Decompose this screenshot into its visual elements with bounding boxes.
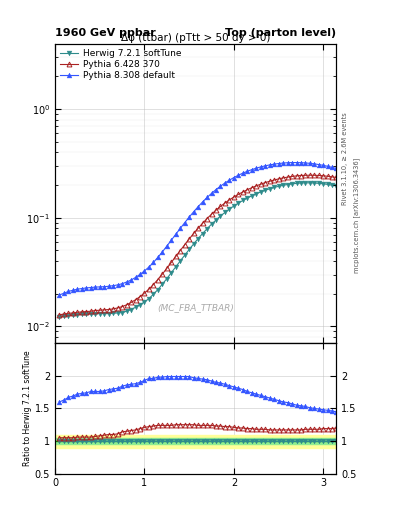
Pythia 8.308 default xyxy=(294,160,299,166)
Line: Pythia 8.308 default: Pythia 8.308 default xyxy=(57,160,338,297)
Herwig 7.2.1 softTune xyxy=(196,236,200,242)
Pythia 8.308 default xyxy=(196,204,200,210)
Pythia 8.308 default xyxy=(250,166,254,173)
Bar xyxy=(55,435,336,447)
Herwig 7.2.1 softTune xyxy=(142,299,147,305)
Text: Rivet 3.1.10, ≥ 2.6M events: Rivet 3.1.10, ≥ 2.6M events xyxy=(342,112,348,205)
Pythia 8.308 default xyxy=(142,268,147,274)
Pythia 8.308 default xyxy=(57,292,62,298)
Pythia 6.428 370 xyxy=(308,172,312,178)
Herwig 7.2.1 softTune xyxy=(303,180,308,186)
Text: mcplots.cern.ch [arXiv:1306.3436]: mcplots.cern.ch [arXiv:1306.3436] xyxy=(354,157,360,273)
Pythia 6.428 370 xyxy=(196,225,200,231)
Pythia 8.308 default xyxy=(133,274,138,281)
Pythia 6.428 370 xyxy=(330,174,335,180)
Pythia 6.428 370 xyxy=(250,185,254,191)
Bar xyxy=(55,438,336,444)
Herwig 7.2.1 softTune xyxy=(334,183,338,189)
Pythia 6.428 370 xyxy=(133,296,138,303)
Text: (MC_FBA_TTBAR): (MC_FBA_TTBAR) xyxy=(157,303,234,312)
Pythia 8.308 default xyxy=(187,214,191,220)
Herwig 7.2.1 softTune xyxy=(57,314,62,320)
Line: Herwig 7.2.1 softTune: Herwig 7.2.1 softTune xyxy=(57,180,338,319)
Pythia 6.428 370 xyxy=(57,312,62,318)
Pythia 6.428 370 xyxy=(334,174,338,180)
Pythia 8.308 default xyxy=(334,165,338,172)
Pythia 6.428 370 xyxy=(142,290,147,296)
Y-axis label: Ratio to Herwig 7.2.1 softTune: Ratio to Herwig 7.2.1 softTune xyxy=(23,351,32,466)
Pythia 8.308 default xyxy=(330,164,335,170)
Legend: Herwig 7.2.1 softTune, Pythia 6.428 370, Pythia 8.308 default: Herwig 7.2.1 softTune, Pythia 6.428 370,… xyxy=(59,47,183,82)
Text: 1960 GeV ppbar: 1960 GeV ppbar xyxy=(55,28,156,38)
Herwig 7.2.1 softTune xyxy=(330,182,335,188)
Text: Top (parton level): Top (parton level) xyxy=(225,28,336,38)
Line: Pythia 6.428 370: Pythia 6.428 370 xyxy=(57,173,338,317)
Herwig 7.2.1 softTune xyxy=(133,304,138,310)
Herwig 7.2.1 softTune xyxy=(187,246,191,252)
Herwig 7.2.1 softTune xyxy=(250,193,254,199)
Title: Δφ (tt̅bar) (pTtt > 50 dy > 0): Δφ (tt̅bar) (pTtt > 50 dy > 0) xyxy=(121,33,270,42)
Pythia 6.428 370 xyxy=(187,236,191,242)
